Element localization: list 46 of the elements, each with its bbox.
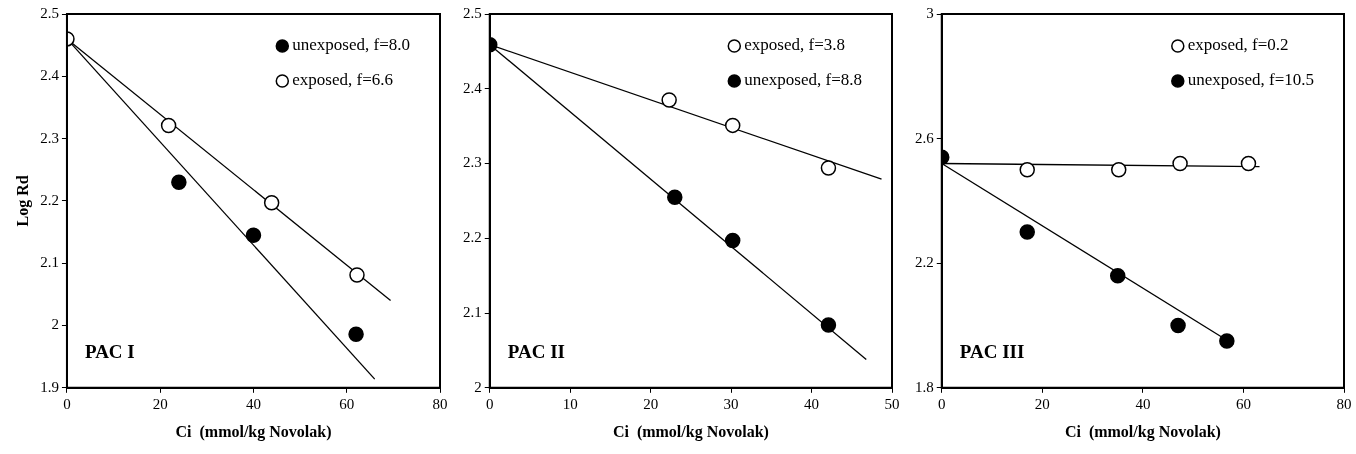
x-tick-label: 40	[1135, 395, 1151, 412]
x-tick-label: 60	[1235, 395, 1251, 412]
y-tick-label: 2.5	[463, 4, 482, 21]
x-tick-label: 0	[486, 395, 494, 412]
y-tick-label: 2.3	[40, 129, 59, 146]
y-tick-label: 2.6	[915, 129, 935, 146]
annotation: PAC III	[959, 340, 1025, 362]
y-tick-label: 2.3	[463, 154, 482, 171]
y-tick-label: 2	[51, 316, 59, 333]
x-tick-label: 80	[1336, 395, 1352, 412]
legend-label: unexposed, f=10.5	[1187, 70, 1315, 90]
y-tick-label: 3	[926, 4, 934, 21]
legend-label: exposed, f=6.6	[292, 70, 394, 90]
y-tick-label: 1.8	[915, 378, 934, 395]
legend-label: exposed, f=3.8	[744, 35, 846, 55]
legend-label: unexposed, f=8.8	[744, 70, 863, 90]
x-axis-title: Ci (mmol/kg Novolak)	[1064, 422, 1221, 441]
x-axis-title: Ci (mmol/kg Novolak)	[612, 422, 769, 441]
y-tick-label: 2.4	[40, 67, 60, 84]
y-tick-label: 2.2	[915, 254, 934, 271]
y-tick-label: 2.2	[463, 229, 482, 246]
x-axis-title: Ci (mmol/kg Novolak)	[175, 422, 332, 441]
legend-label: exposed, f=0.2	[1187, 35, 1289, 55]
x-tick-label: 30	[723, 395, 739, 412]
x-tick-label: 0	[938, 395, 946, 412]
y-tick-label: 2.1	[463, 303, 482, 320]
x-tick-label: 20	[643, 395, 659, 412]
x-tick-label: 0	[63, 395, 71, 412]
y-tick-label: 1.9	[40, 378, 59, 395]
x-tick-label: 80	[432, 395, 448, 412]
x-tick-label: 40	[245, 395, 261, 412]
y-tick-label: 2.4	[463, 79, 483, 96]
y-tick-label: 2.2	[40, 191, 59, 208]
annotation: PAC I	[84, 340, 135, 362]
y-axis-title: Log Rd	[13, 175, 32, 227]
y-tick-label: 2	[474, 378, 482, 395]
y-tick-label: 2.1	[40, 254, 59, 271]
x-tick-label: 50	[884, 395, 900, 412]
x-tick-label: 40	[804, 395, 820, 412]
x-tick-label: 10	[562, 395, 578, 412]
y-tick-label: 2.5	[40, 4, 59, 21]
annotation: PAC II	[507, 340, 565, 362]
x-tick-label: 20	[152, 395, 168, 412]
x-tick-label: 20	[1034, 395, 1050, 412]
x-tick-label: 60	[339, 395, 355, 412]
legend-label: unexposed, f=8.0	[292, 35, 411, 55]
